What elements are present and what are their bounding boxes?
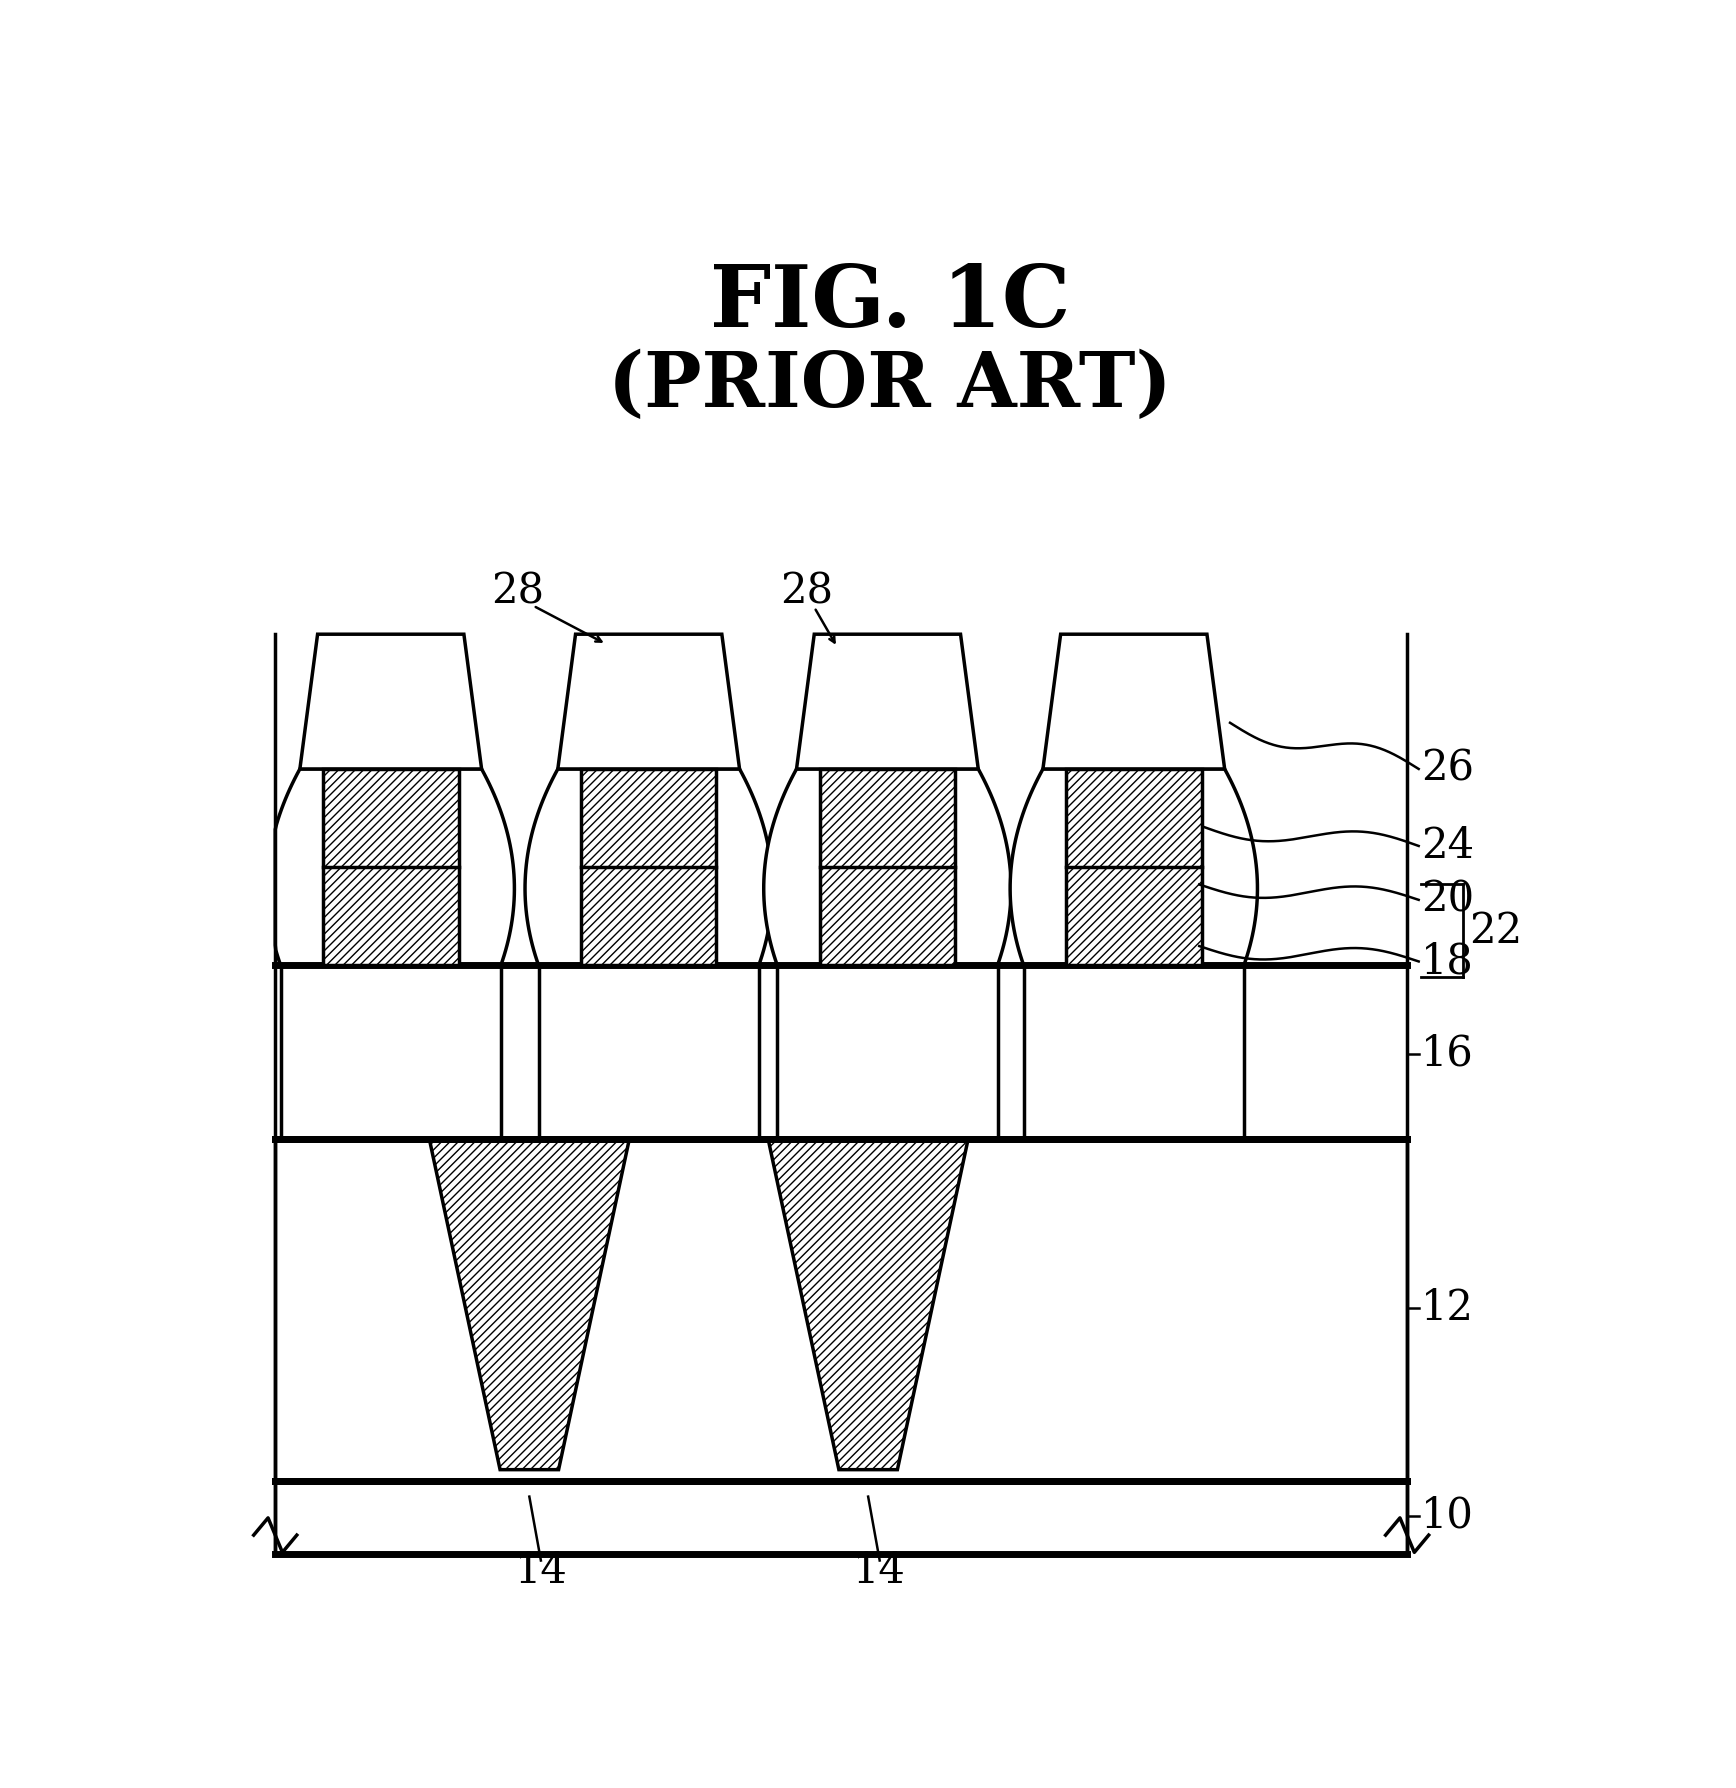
Text: 26: 26	[1422, 747, 1474, 790]
Bar	[778, 966, 998, 1139]
Text: (PRIOR ART): (PRIOR ART)	[608, 349, 1172, 424]
Bar	[538, 966, 759, 1139]
Text: 24: 24	[1422, 824, 1474, 867]
Bar	[276, 966, 1408, 1139]
Polygon shape	[300, 635, 481, 769]
Polygon shape	[764, 769, 1010, 966]
Polygon shape	[797, 635, 979, 769]
Bar	[582, 769, 717, 966]
Polygon shape	[1043, 635, 1224, 769]
Bar	[1024, 966, 1245, 1139]
Text: 18: 18	[1422, 940, 1474, 982]
Polygon shape	[429, 1139, 630, 1470]
Text: 12: 12	[1422, 1287, 1474, 1328]
Text: 28: 28	[491, 570, 545, 613]
Text: 14: 14	[514, 1550, 568, 1593]
Polygon shape	[557, 635, 740, 769]
Text: 22: 22	[1469, 910, 1522, 951]
Text: 28: 28	[779, 570, 833, 613]
Polygon shape	[767, 1139, 969, 1470]
Polygon shape	[524, 769, 773, 966]
Bar	[276, 1139, 1408, 1480]
Bar	[819, 769, 955, 966]
Text: FIG. 1C: FIG. 1C	[710, 261, 1069, 345]
Polygon shape	[276, 769, 514, 966]
Bar	[1066, 769, 1201, 966]
Bar	[276, 1480, 1408, 1554]
Text: 20: 20	[1422, 880, 1474, 921]
Text: 16: 16	[1422, 1033, 1474, 1075]
Bar	[281, 966, 502, 1139]
Text: 14: 14	[854, 1550, 906, 1593]
Text: 10: 10	[1422, 1495, 1474, 1538]
Polygon shape	[1010, 769, 1257, 966]
Bar	[323, 769, 458, 966]
